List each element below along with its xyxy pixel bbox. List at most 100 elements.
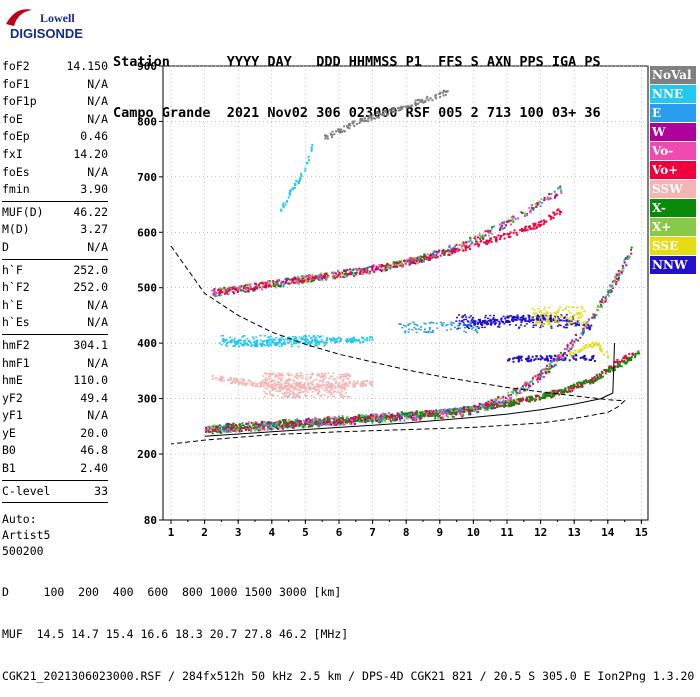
echo-point bbox=[306, 391, 309, 393]
echo-point bbox=[233, 292, 236, 295]
echo-point bbox=[293, 281, 296, 284]
echo-point bbox=[434, 417, 437, 420]
echo-point bbox=[415, 324, 418, 326]
echo-point bbox=[556, 355, 559, 358]
echo-point bbox=[413, 413, 416, 415]
echo-point bbox=[453, 410, 456, 413]
echo-point bbox=[294, 183, 297, 186]
echo-point bbox=[574, 349, 577, 352]
echo-point bbox=[541, 372, 544, 375]
echo-point bbox=[570, 319, 572, 321]
echo-point bbox=[239, 381, 242, 384]
echo-point bbox=[546, 196, 549, 199]
echo-point bbox=[292, 386, 295, 388]
echo-point bbox=[468, 240, 471, 243]
echo-point bbox=[253, 287, 256, 290]
echo-point bbox=[524, 212, 527, 215]
echo-point bbox=[332, 277, 335, 280]
echo-point bbox=[238, 285, 241, 288]
echo-point bbox=[450, 413, 453, 416]
echo-point bbox=[250, 425, 253, 428]
echo-point bbox=[322, 419, 325, 422]
echo-point bbox=[252, 384, 254, 387]
echo-point bbox=[354, 385, 356, 387]
echo-point bbox=[573, 386, 576, 389]
echo-point bbox=[463, 408, 465, 410]
echo-point bbox=[545, 367, 547, 370]
echo-point bbox=[499, 397, 502, 400]
echo-point bbox=[520, 319, 523, 322]
echo-point bbox=[420, 258, 423, 261]
echo-point bbox=[520, 316, 523, 318]
echo-point bbox=[314, 339, 316, 342]
echo-point bbox=[294, 396, 297, 399]
echo-point bbox=[583, 310, 586, 312]
echo-point bbox=[588, 327, 591, 330]
echo-point bbox=[526, 358, 529, 361]
echo-point bbox=[486, 405, 489, 408]
echo-point bbox=[307, 381, 310, 384]
echo-point bbox=[323, 378, 326, 380]
echo-point bbox=[530, 319, 533, 321]
echo-point bbox=[566, 345, 569, 348]
echo-point bbox=[367, 272, 370, 275]
echo-point bbox=[591, 379, 594, 382]
echo-point bbox=[608, 295, 610, 297]
echo-point bbox=[227, 287, 230, 289]
echo-point bbox=[580, 381, 583, 384]
echo-point bbox=[244, 384, 247, 387]
echo-point bbox=[221, 377, 224, 380]
echo-point bbox=[278, 338, 281, 341]
param-label: hmF1 bbox=[2, 355, 30, 370]
echo-point bbox=[320, 384, 323, 387]
echo-point bbox=[314, 275, 317, 278]
echo-point bbox=[596, 306, 599, 309]
echo-point bbox=[305, 387, 308, 390]
echo-point bbox=[376, 115, 379, 118]
echo-point bbox=[446, 415, 449, 418]
echo-point bbox=[294, 336, 297, 338]
echo-point bbox=[467, 410, 470, 413]
echo-point bbox=[318, 341, 321, 344]
echo-point bbox=[541, 356, 544, 359]
echo-point bbox=[575, 334, 577, 336]
echo-point bbox=[307, 384, 310, 386]
echo-point bbox=[265, 373, 268, 376]
echo-point bbox=[403, 419, 406, 422]
echo-point bbox=[207, 430, 210, 433]
param-value: 304.1 bbox=[73, 337, 108, 352]
x-tick-label: 12 bbox=[534, 526, 547, 539]
echo-point bbox=[577, 381, 580, 384]
legend-item: SSE bbox=[650, 236, 696, 256]
echo-point bbox=[504, 404, 507, 407]
echo-point bbox=[274, 374, 277, 377]
echo-point bbox=[438, 92, 441, 95]
echo-point bbox=[542, 312, 545, 315]
echo-point bbox=[249, 284, 252, 287]
echo-point bbox=[557, 187, 559, 190]
echo-point bbox=[535, 323, 538, 325]
echo-point bbox=[394, 263, 397, 266]
echo-point bbox=[449, 251, 452, 254]
echo-point bbox=[213, 288, 216, 291]
echo-point bbox=[427, 331, 430, 333]
echo-point bbox=[294, 386, 297, 388]
echo-point bbox=[304, 279, 307, 282]
echo-point bbox=[334, 418, 337, 421]
echo-point bbox=[504, 317, 507, 320]
echo-point bbox=[560, 315, 563, 317]
echo-point bbox=[430, 409, 433, 412]
echo-point bbox=[294, 383, 297, 386]
echo-point bbox=[266, 388, 269, 390]
echo-point bbox=[431, 414, 434, 417]
echo-point bbox=[516, 391, 519, 394]
echo-point bbox=[509, 401, 512, 404]
echo-point bbox=[408, 261, 411, 264]
echo-point bbox=[613, 281, 616, 284]
echo-point bbox=[539, 319, 542, 322]
echo-point bbox=[514, 218, 517, 221]
echo-point bbox=[382, 412, 385, 415]
echo-point bbox=[558, 210, 561, 213]
echo-point bbox=[277, 375, 280, 377]
echo-point bbox=[515, 391, 518, 394]
